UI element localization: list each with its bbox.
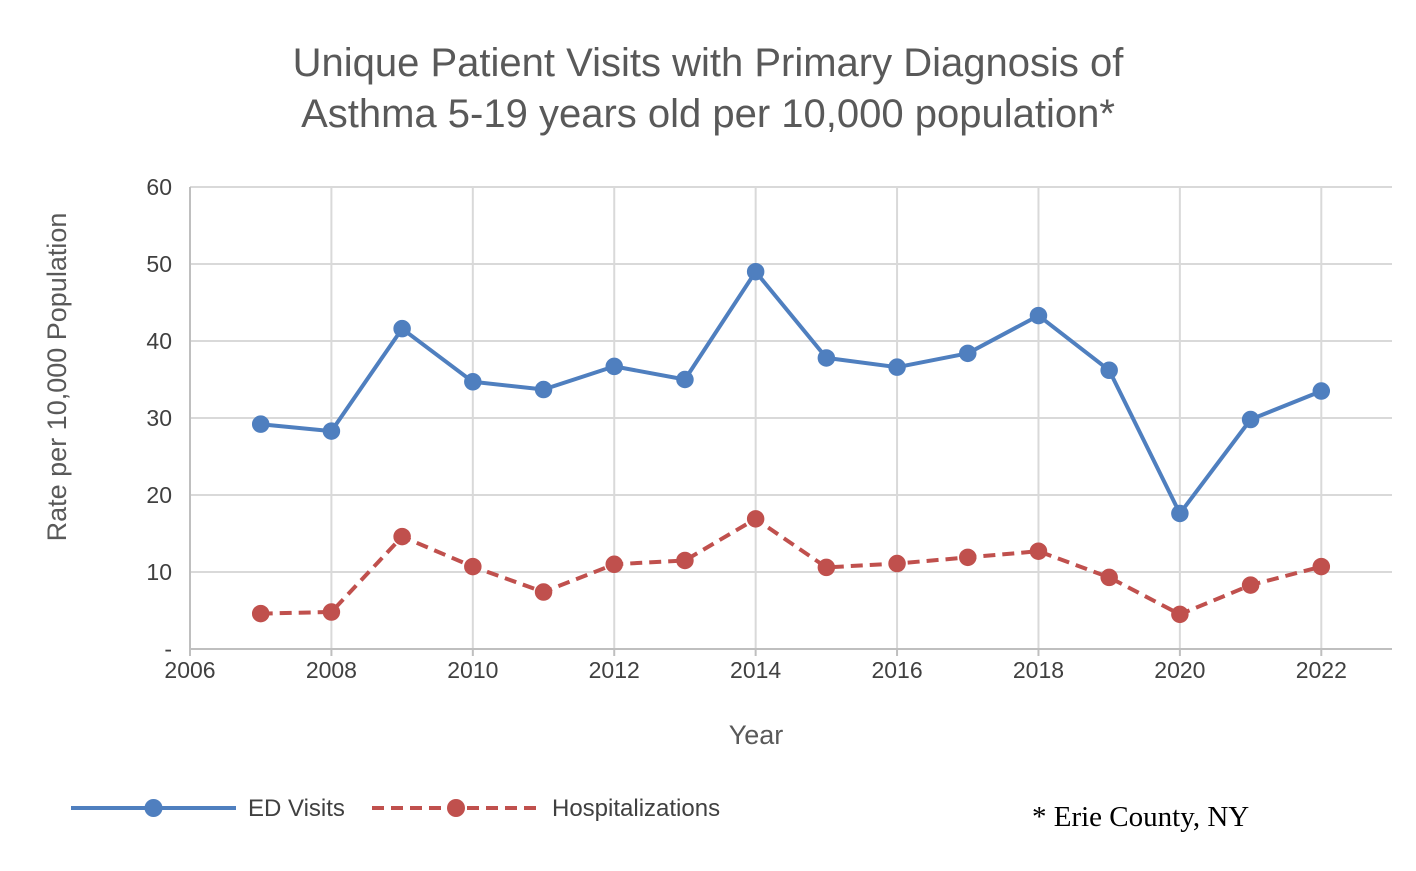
- y-tick-label: -: [164, 636, 172, 662]
- legend-label-hospitalizations: Hospitalizations: [552, 795, 720, 822]
- x-tick-label: 2010: [447, 657, 498, 683]
- ed-visits-data-point: [1241, 410, 1260, 429]
- ed-visits-data-point: [1312, 382, 1331, 400]
- grid: [190, 186, 1392, 649]
- y-axis-label: Rate per 10,000 Population: [42, 213, 72, 542]
- chart-title-line-2: Asthma 5-19 years old per 10,000 populat…: [301, 92, 1115, 136]
- x-tick-label: 2018: [1013, 657, 1064, 683]
- hospitalizations-data-point: [534, 583, 553, 601]
- hospitalizations-data-point: [605, 555, 623, 574]
- hospitalizations-data-point: [746, 510, 765, 528]
- chart-title: Unique Patient Visits with Primary Diagn…: [293, 41, 1125, 136]
- legend: ED Visits Hospitalizations: [71, 795, 720, 822]
- y-tick-label: 40: [146, 328, 172, 354]
- hospitalizations-data-point: [676, 551, 694, 570]
- x-axis-ticks: 2006 2008 2010 2012 2014 2016 2018 2020 2022: [164, 657, 1346, 683]
- x-tick-label: 2020: [1154, 657, 1205, 683]
- ed-visits-data-point: [746, 262, 765, 281]
- hospitalizations-data-point: [464, 557, 482, 576]
- legend-label-ed-visits: ED Visits: [248, 795, 345, 822]
- x-tick-label: 2022: [1296, 657, 1347, 683]
- hospitalizations-data-point: [251, 604, 270, 623]
- ed-visits-series-line: [260, 269, 1323, 516]
- x-tick-label: 2016: [871, 657, 922, 683]
- ed-visits-data-point: [605, 357, 623, 376]
- ed-visits-data-point: [322, 422, 341, 440]
- x-tick-label: 2006: [164, 657, 215, 683]
- ed-visits-data-point: [464, 373, 482, 391]
- x-tick-label: 2012: [589, 657, 640, 683]
- series-layer: [251, 262, 1331, 624]
- y-tick-label: 30: [146, 405, 172, 431]
- legend-marker-ed-visits: [144, 799, 163, 817]
- y-tick-label: 10: [146, 559, 172, 585]
- hospitalizations-data-point: [322, 603, 341, 621]
- ed-visits-data-point: [676, 370, 694, 389]
- axes: [189, 187, 1392, 656]
- chart-title-line-1: Unique Patient Visits with Primary Diagn…: [293, 41, 1125, 85]
- hospitalizations-data-point: [393, 527, 411, 546]
- y-tick-label: 20: [146, 482, 172, 508]
- hospitalizations-data-point: [1241, 576, 1260, 594]
- legend-marker-hospitalizations: [447, 799, 465, 817]
- hospitalizations-series-line: [260, 516, 1322, 617]
- footnote: * Erie County, NY: [1032, 801, 1249, 833]
- ed-visits-data-point: [888, 358, 906, 376]
- y-tick-label: 50: [146, 251, 172, 277]
- ed-visits-data-point: [393, 319, 411, 338]
- x-axis-label: Year: [729, 720, 784, 750]
- ed-visits-data-point: [1100, 361, 1118, 380]
- hospitalizations-data-point: [817, 558, 836, 577]
- ed-visits-data-point: [1171, 504, 1189, 523]
- x-tick-label: 2014: [730, 657, 781, 683]
- ed-visits-data-point: [534, 380, 553, 399]
- ed-visits-data-point: [959, 344, 977, 363]
- x-tick-label: 2008: [306, 657, 357, 683]
- ed-visits-data-point: [1029, 306, 1048, 325]
- hospitalizations-data-point: [1171, 605, 1189, 624]
- y-axis-ticks: - 10 20 30 40 50 60: [146, 174, 172, 662]
- ed-visits-data-point: [251, 415, 270, 433]
- hospitalizations-data-point: [888, 554, 906, 573]
- hospitalizations-data-point: [959, 548, 977, 567]
- hospitalizations-data-point: [1100, 568, 1118, 587]
- ed-visits-data-point: [817, 349, 836, 367]
- hospitalizations-data-point: [1029, 542, 1048, 560]
- hospitalizations-data-point: [1312, 557, 1331, 576]
- y-tick-label: 60: [146, 174, 172, 200]
